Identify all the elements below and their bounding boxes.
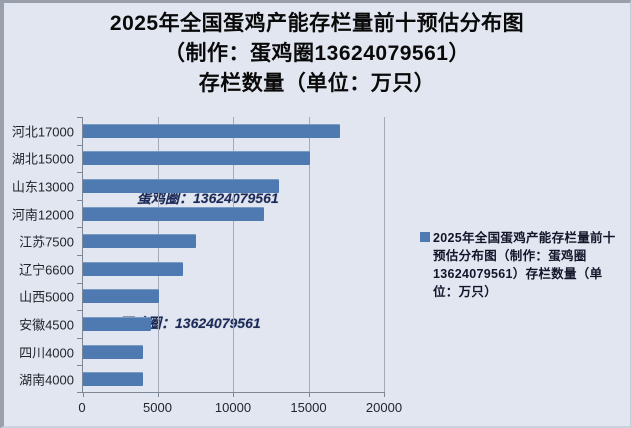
y-axis-tick	[77, 172, 83, 173]
x-axis-tick-label: 15000	[290, 400, 327, 415]
legend-label: 2025年全国蛋鸡产能存栏量前十 预估分布图（制作：蛋鸡圈 1362407956…	[433, 229, 616, 301]
y-axis-category-label: 山东13000	[11, 179, 74, 195]
y-axis-category-label: 四川4000	[19, 345, 74, 361]
chart-title-line-2: （制作：蛋鸡圈13624079561）	[164, 42, 470, 65]
y-axis-tick	[77, 200, 83, 201]
legend-label-line-4: 位：万只）	[433, 285, 498, 299]
bar-湖南	[83, 372, 144, 387]
x-axis-tick-label: 5000	[143, 400, 172, 415]
bar-山东	[83, 179, 280, 193]
y-axis-tick	[77, 283, 83, 284]
x-axis-tick	[308, 392, 310, 397]
bar-湖北	[83, 151, 310, 166]
bar-山西	[83, 289, 159, 304]
y-axis-tick	[77, 310, 83, 311]
legend: 2025年全国蛋鸡产能存栏量前十 预估分布图（制作：蛋鸡圈 1362407956…	[420, 229, 628, 301]
y-axis-tick	[77, 227, 83, 228]
y-axis-labels: 河北17000 湖北15000 山东13000 河南12000 江苏7500 辽宁6600…	[4, 117, 76, 393]
x-axis-tick	[233, 392, 234, 397]
y-axis-tick	[77, 145, 83, 146]
y-axis-category-label: 河北17000	[11, 124, 74, 140]
y-axis-category-label: 山西5000	[19, 289, 74, 305]
y-axis-tick	[77, 255, 83, 256]
x-axis-labels: 0 5000 10000 15000 20000	[78, 400, 402, 418]
y-axis-tick	[77, 338, 83, 339]
y-axis-category-label: 湖北15000	[11, 151, 74, 167]
x-axis-tick	[83, 392, 84, 397]
chart-title: 2025年全国蛋鸡产能存栏量前十预估分布图 （制作：蛋鸡圈13624079561…	[4, 9, 630, 99]
x-axis-tick-label: 0	[78, 400, 86, 415]
watermark-2: 蛋鸡圈：13624079561	[119, 315, 261, 331]
gridline	[308, 117, 310, 392]
y-axis-category-label: 辽宁6600	[19, 262, 74, 278]
y-axis-category-label: 湖南4000	[19, 372, 74, 388]
y-axis-tick	[77, 117, 83, 118]
bar-辽宁	[83, 261, 183, 276]
x-axis-tick	[157, 392, 159, 397]
bar-江苏	[83, 234, 197, 249]
y-axis-tick	[77, 392, 83, 393]
legend-label-line-3: 13624079561）存栏数量（单	[433, 267, 603, 281]
x-axis-tick-label: 20000	[365, 400, 403, 415]
bar-安徽	[83, 317, 151, 331]
chart-title-line-1: 2025年全国蛋鸡产能存栏量前十预估分布图	[109, 12, 525, 35]
watermark-1: 蛋鸡圈：13624079561	[137, 190, 279, 206]
y-axis-tick	[77, 365, 83, 366]
x-axis-tick-label: 10000	[214, 400, 252, 415]
legend-marker-icon	[420, 232, 430, 242]
bar-四川	[83, 344, 144, 359]
bar-河北	[83, 123, 340, 138]
x-axis-tick	[384, 392, 385, 397]
plot-area: 蛋鸡圈：13624079561 蛋鸡圈：13624079561	[77, 117, 385, 397]
gridline	[157, 117, 159, 392]
gridline	[384, 117, 385, 392]
y-axis-category-label: 安徽4500	[19, 317, 74, 333]
gridline	[233, 117, 234, 392]
y-axis-category-label: 河南12000	[11, 207, 74, 223]
chart-title-line-3: 存栏数量（单位：万只）	[198, 72, 436, 95]
legend-label-line-1: 2025年全国蛋鸡产能存栏量前十	[433, 231, 616, 245]
legend-label-line-2: 预估分布图（制作：蛋鸡圈	[433, 249, 587, 263]
bar-河南	[83, 206, 265, 221]
y-axis-category-label: 江苏7500	[19, 234, 74, 250]
